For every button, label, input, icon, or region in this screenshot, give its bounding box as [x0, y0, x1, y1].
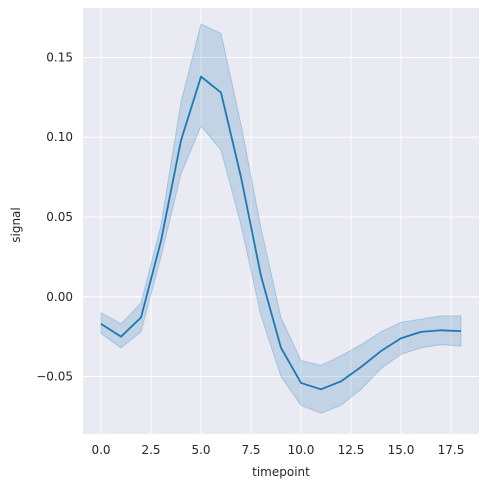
confidence-band-group [100, 23, 462, 414]
x-tick-label: 5.0 [191, 443, 210, 457]
x-tick-label: 0.0 [91, 443, 110, 457]
y-tick-label: 0.00 [46, 290, 73, 304]
x-tick-label: 2.5 [141, 443, 160, 457]
y-tick-label: −0.05 [36, 370, 73, 384]
y-axis-ticks: −0.05 0.00 0.05 0.10 0.15 [36, 50, 73, 383]
series-line [100, 75, 462, 391]
x-tick-label: 12.5 [338, 443, 365, 457]
y-tick-label: 0.10 [46, 130, 73, 144]
y-axis-label: signal [9, 207, 23, 243]
x-tick-label: 15.0 [388, 443, 415, 457]
x-axis-ticks: 0.0 2.5 5.0 7.5 10.0 12.5 15.0 17.5 [91, 443, 464, 457]
x-tick-label: 17.5 [438, 443, 465, 457]
confidence-band [100, 23, 462, 414]
series-line-group [100, 75, 462, 391]
y-tick-label: 0.05 [46, 210, 73, 224]
x-tick-label: 7.5 [241, 443, 260, 457]
x-axis-label: timepoint [252, 465, 310, 479]
y-tick-label: 0.15 [46, 50, 73, 64]
plot-area [83, 8, 479, 434]
x-tick-label: 10.0 [288, 443, 315, 457]
